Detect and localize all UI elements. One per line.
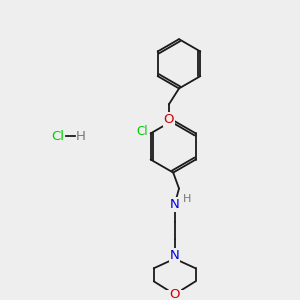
Text: Cl: Cl [51,130,64,143]
Text: Cl: Cl [137,125,148,139]
Text: N: N [170,198,179,211]
Text: N: N [170,249,179,262]
Text: H: H [76,130,86,143]
Text: O: O [169,288,180,300]
Text: H: H [183,194,191,204]
Text: O: O [164,113,174,126]
